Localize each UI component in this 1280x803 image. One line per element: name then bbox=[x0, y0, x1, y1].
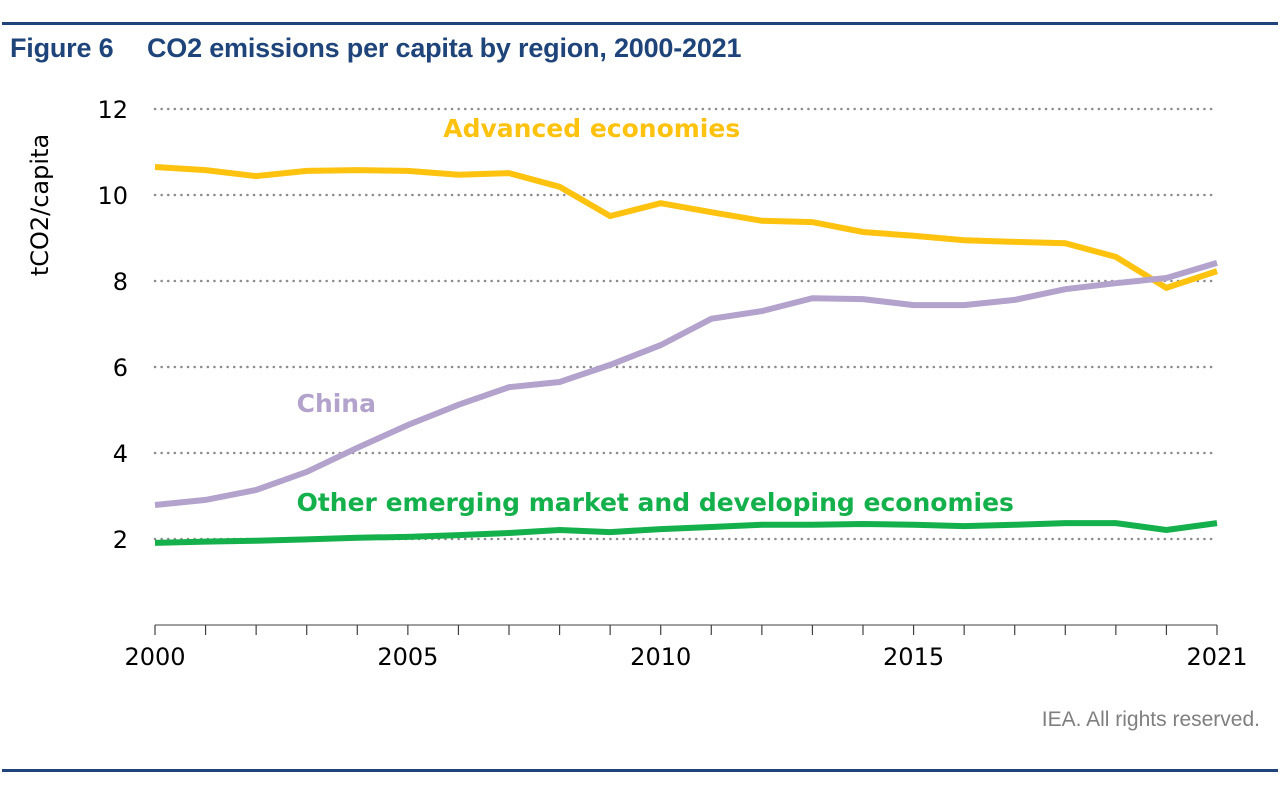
figure-title: CO2 emissions per capita by region, 2000… bbox=[147, 33, 742, 63]
bottom-rule bbox=[2, 769, 1278, 772]
figure-heading: Figure 6 CO2 emissions per capita by regi… bbox=[10, 33, 741, 64]
y-tick-label: 10 bbox=[97, 182, 128, 210]
series-labels: Advanced economies China Other emerging ma… bbox=[297, 114, 1014, 517]
series-lines bbox=[154, 164, 1218, 546]
y-axis-title: tCO2/capita bbox=[26, 134, 54, 276]
y-tick-label: 4 bbox=[113, 440, 128, 468]
x-axis: 2000 2005 2010 2015 2021 bbox=[124, 624, 1248, 671]
series-label-china: China bbox=[297, 389, 376, 418]
y-tick-label: 12 bbox=[97, 96, 128, 124]
y-axis-ticks: 2 4 6 8 10 12 bbox=[97, 96, 128, 554]
top-rule bbox=[2, 22, 1278, 25]
x-tick-label: 2021 bbox=[1186, 643, 1247, 671]
x-tick-label: 2000 bbox=[124, 643, 185, 671]
figure-number: Figure 6 bbox=[10, 33, 114, 63]
series-label-advanced-economies: Advanced economies bbox=[443, 114, 740, 143]
y-tick-label: 8 bbox=[113, 268, 128, 296]
series-line-other-emerging-market-and-developing-economies bbox=[154, 520, 1218, 546]
y-tick-label: 2 bbox=[113, 526, 128, 554]
series-line-advanced-economies bbox=[154, 164, 1218, 292]
x-tick-label: 2015 bbox=[883, 643, 944, 671]
series-line-china bbox=[154, 260, 1218, 508]
series-label-other-emerging-market-and-developing-economies: Other emerging market and developing eco… bbox=[297, 488, 1014, 517]
copyright-credit: IEA. All rights reserved. bbox=[1041, 708, 1260, 731]
y-tick-label: 6 bbox=[113, 354, 128, 382]
x-tick-label: 2010 bbox=[630, 643, 691, 671]
x-tick-label: 2005 bbox=[377, 643, 438, 671]
